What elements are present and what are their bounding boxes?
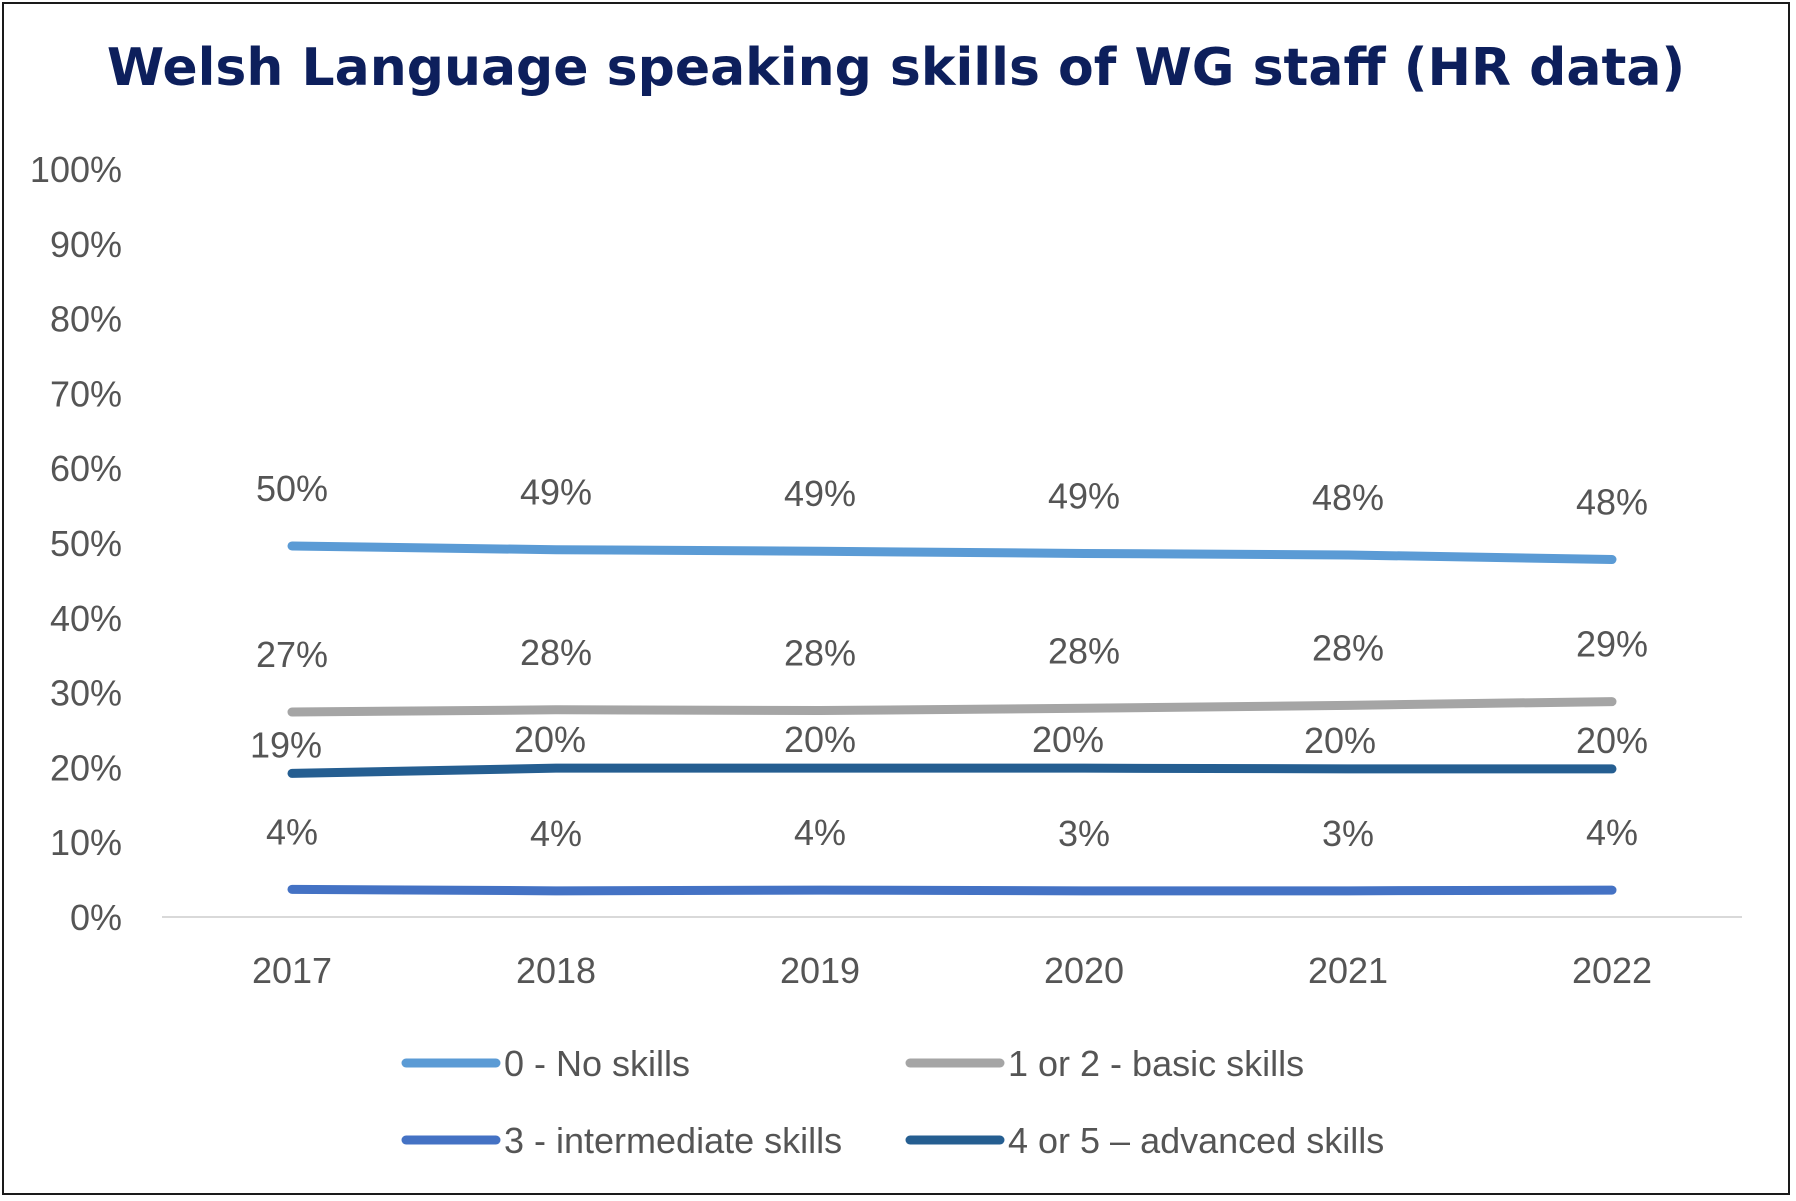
y-tick-label: 0%: [70, 897, 122, 938]
x-tick-label: 2020: [1044, 950, 1124, 991]
x-tick-label: 2022: [1572, 950, 1652, 991]
data-labels: 50% 49% 49% 49% 48% 48% 27% 28% 28% 28% 28% 29% 4% 4%…: [250, 468, 1648, 854]
data-label: 20%: [1576, 720, 1648, 761]
y-tick-label: 40%: [50, 598, 122, 639]
data-label: 4%: [794, 812, 846, 853]
legend-label: 1 or 2 - basic skills: [1008, 1043, 1304, 1084]
data-label: 48%: [1312, 477, 1384, 518]
data-label: 28%: [1048, 630, 1120, 671]
data-label: 28%: [520, 632, 592, 673]
legend-label: 0 - No skills: [504, 1043, 690, 1084]
legend-label: 3 - intermediate skills: [504, 1120, 842, 1161]
x-tick-label: 2021: [1308, 950, 1388, 991]
data-label: 50%: [256, 468, 328, 509]
data-label: 28%: [1312, 627, 1384, 668]
x-tick-label: 2019: [780, 950, 860, 991]
data-label: 27%: [256, 634, 328, 675]
data-label: 49%: [520, 472, 592, 513]
data-label: 4%: [266, 811, 318, 852]
y-tick-label: 50%: [50, 523, 122, 564]
data-label: 3%: [1058, 813, 1110, 854]
y-tick-label: 100%: [30, 149, 122, 190]
y-tick-label: 10%: [50, 822, 122, 863]
x-axis: 2017 2018 2019 2020 2021 2022: [162, 916, 1742, 991]
y-tick-label: 80%: [50, 299, 122, 340]
data-label: 4%: [1586, 812, 1638, 853]
y-tick-label: 20%: [50, 747, 122, 788]
data-label: 49%: [784, 473, 856, 514]
y-tick-label: 30%: [50, 673, 122, 714]
series-lines: [287, 541, 1617, 896]
y-tick-label: 70%: [50, 373, 122, 414]
data-label: 4%: [530, 813, 582, 854]
x-tick-label: 2017: [252, 950, 332, 991]
series-line-3: [287, 763, 1617, 778]
legend-label: 4 or 5 – advanced skills: [1008, 1120, 1384, 1161]
x-tick-label: 2018: [516, 950, 596, 991]
y-tick-label: 90%: [50, 224, 122, 265]
data-label: 19%: [250, 724, 322, 765]
series-line-2: [287, 884, 1617, 896]
series-line-1: [287, 697, 1617, 717]
chart-title: Welsh Language speaking skills of WG sta…: [106, 38, 1686, 98]
data-label: 20%: [1032, 719, 1104, 760]
y-tick-label: 60%: [50, 448, 122, 489]
data-label: 48%: [1576, 481, 1648, 522]
y-axis: 0% 10% 20% 30% 40% 50% 60% 70% 80% 90% 100%: [30, 149, 122, 938]
data-label: 28%: [784, 633, 856, 674]
data-label: 20%: [1304, 720, 1376, 761]
data-label: 20%: [514, 719, 586, 760]
data-label: 49%: [1048, 475, 1120, 516]
series-line-0: [287, 541, 1617, 564]
data-label: 29%: [1576, 624, 1648, 665]
data-label: 3%: [1322, 813, 1374, 854]
data-label: 20%: [784, 719, 856, 760]
legend: 0 - No skills 1 or 2 - basic skills 3 - in…: [401, 1043, 1384, 1161]
